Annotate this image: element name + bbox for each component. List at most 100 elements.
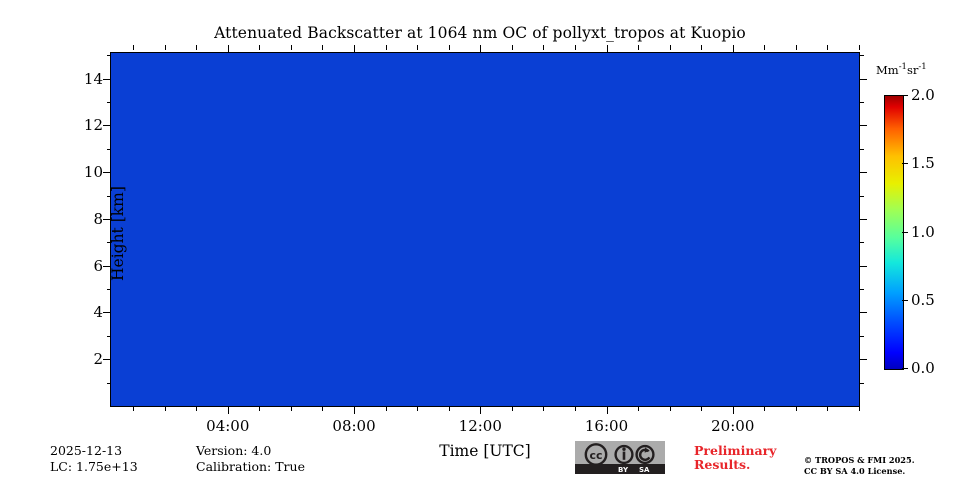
y-tick-label: 12 (83, 116, 103, 135)
x-tick-mark (732, 406, 734, 414)
x-tick-mark (227, 406, 229, 414)
x-minor-tick (795, 406, 797, 411)
y-tick-mark (859, 312, 867, 314)
x-minor-tick (638, 45, 640, 50)
x-minor-tick (859, 406, 860, 411)
x-minor-tick (795, 45, 797, 50)
footer-version: Version: 4.0 (196, 443, 272, 458)
copyright-line-2: CC BY SA 4.0 License. (804, 465, 906, 476)
y-tick-mark (859, 218, 867, 220)
x-tick-mark (606, 406, 608, 414)
preliminary-line-1: Preliminary (694, 443, 777, 458)
colorbar-tick-mark (902, 231, 908, 233)
plot-area[interactable]: Height [km] Time [UTC] 2 4 6 8 10 12 14 04:00 0… (84, 45, 867, 460)
y-minor-tick (859, 242, 864, 244)
attenuated-backscatter-heatmap[interactable] (111, 53, 859, 406)
y-tick-mark (103, 265, 111, 267)
colorbar-tick-label: 2.0 (911, 86, 935, 104)
y-minor-tick (859, 102, 864, 104)
x-tick-label: 16:00 (584, 417, 629, 435)
x-minor-tick (574, 406, 576, 411)
y-tick-mark (859, 359, 867, 361)
x-tick-mark (480, 45, 482, 53)
creative-commons-badge[interactable]: cc BY SA (575, 441, 665, 474)
copyright-line-1: © TROPOS & FMI 2025. (804, 455, 915, 465)
x-minor-tick (164, 45, 166, 50)
x-minor-tick (764, 406, 766, 411)
y-minor-tick (106, 102, 111, 104)
colorbar[interactable] (884, 95, 904, 370)
x-minor-tick (164, 406, 166, 411)
y-minor-tick (859, 335, 864, 337)
x-tick-mark (227, 45, 229, 53)
x-minor-tick (417, 406, 419, 411)
colorbar-unit-sr: sr (906, 62, 919, 77)
x-minor-tick (322, 406, 324, 411)
y-minor-tick (106, 289, 111, 291)
x-tick-mark (480, 406, 482, 414)
cc-icons: cc (584, 443, 655, 466)
y-tick-label: 4 (93, 303, 103, 322)
x-minor-tick (259, 406, 261, 411)
footer-calibration: Calibration: True (196, 459, 305, 474)
x-minor-tick (543, 406, 545, 411)
y-minor-tick (106, 382, 111, 384)
y-minor-tick (859, 148, 864, 150)
x-minor-tick (448, 406, 450, 411)
colorbar-tick-mark (902, 368, 908, 369)
x-minor-tick (290, 406, 292, 411)
y-tick-mark (103, 125, 111, 127)
y-tick-label: 10 (83, 163, 103, 182)
figure-title: Attenuated Backscatter at 1064 nm OC of … (214, 24, 746, 42)
y-tick-label: 8 (93, 209, 103, 228)
y-minor-tick (859, 289, 864, 291)
x-tick-mark (732, 45, 734, 53)
y-tick-mark (859, 172, 867, 174)
y-minor-tick (106, 335, 111, 337)
y-tick-label: 14 (83, 69, 103, 88)
y-minor-tick (106, 55, 111, 57)
y-axis-title: Height [km] (109, 186, 127, 281)
y-tick-mark (103, 78, 111, 80)
copyright-note: © TROPOS & FMI 2025. CC BY SA 4.0 Licens… (804, 455, 915, 476)
y-tick-mark (103, 312, 111, 314)
y-tick-mark (103, 218, 111, 220)
x-axis-title: Time [UTC] (439, 442, 531, 460)
x-minor-tick (574, 45, 576, 50)
x-minor-tick (290, 45, 292, 50)
x-minor-tick (827, 45, 829, 50)
colorbar-unit-mm: Mm (876, 62, 899, 77)
cc-dark-bar (575, 464, 665, 474)
x-tick-mark (354, 45, 356, 53)
x-minor-tick (859, 45, 860, 50)
x-minor-tick (511, 406, 513, 411)
y-tick-label: 2 (93, 350, 103, 369)
x-tick-mark (606, 45, 608, 53)
footer-lidar-constant: LC: 1.75e+13 (50, 459, 138, 474)
x-tick-label: 08:00 (332, 417, 376, 435)
y-tick-label: 6 (93, 256, 103, 275)
y-minor-tick (859, 55, 864, 57)
y-minor-tick (106, 195, 111, 197)
y-tick-mark (859, 78, 867, 80)
colorbar-tick-label: 0.0 (911, 359, 935, 377)
x-minor-tick (196, 406, 198, 411)
svg-text:cc: cc (589, 449, 602, 462)
y-minor-tick (859, 382, 864, 384)
x-minor-tick (669, 406, 671, 411)
colorbar-unit-exp2: -1 (918, 62, 927, 72)
x-minor-tick (417, 45, 419, 50)
x-minor-tick (701, 45, 703, 50)
x-minor-tick (669, 45, 671, 50)
x-minor-tick (543, 45, 545, 50)
x-minor-tick (322, 45, 324, 50)
preliminary-results-note: Preliminary Results. (694, 444, 776, 472)
y-tick-mark (859, 265, 867, 267)
x-minor-tick (133, 45, 135, 50)
x-minor-tick (701, 406, 703, 411)
x-minor-tick (133, 406, 135, 411)
colorbar-unit-exp1: -1 (898, 62, 907, 72)
x-tick-label: 20:00 (711, 417, 755, 435)
x-minor-tick (385, 45, 387, 50)
